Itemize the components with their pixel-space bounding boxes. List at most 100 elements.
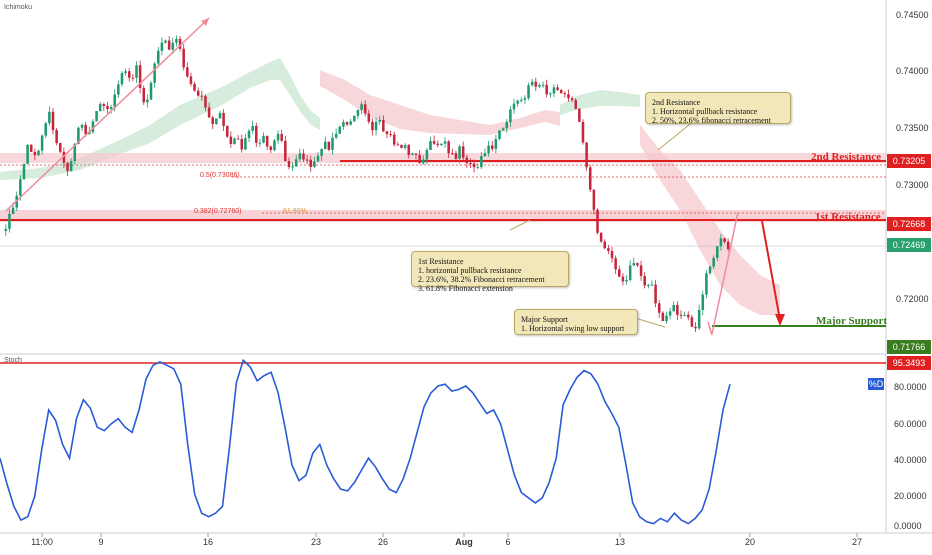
- candle-body: [26, 144, 29, 164]
- candle-body: [175, 38, 178, 43]
- candle-body: [69, 161, 73, 172]
- candle-body: [454, 153, 458, 159]
- candle-body: [654, 284, 657, 304]
- candle-body: [632, 263, 636, 266]
- candle-body: [146, 99, 149, 103]
- candle-body: [392, 134, 396, 145]
- candle-body: [490, 145, 494, 149]
- stoch-tick-label: 80.0000: [894, 382, 927, 392]
- candle-body: [124, 71, 127, 74]
- time-tick-label: 16: [202, 537, 213, 547]
- candle-body: [396, 144, 400, 146]
- stoch-d-line: [0, 358, 731, 525]
- candle-body: [4, 228, 8, 231]
- candle-body: [280, 133, 283, 141]
- axis-ticks: [41, 533, 858, 537]
- note-pointer-first: [509, 219, 531, 231]
- candle-body: [95, 111, 98, 122]
- candle-body: [309, 159, 313, 167]
- candle-body: [628, 265, 632, 280]
- stoch-legend-badge[interactable]: %D: [868, 378, 884, 390]
- stoch-axis[interactable]: 80.0000 60.0000 40.0000 20.0000 0.0000: [888, 355, 932, 533]
- candle-body: [432, 141, 436, 144]
- candle-body: [287, 161, 291, 168]
- candle-body: [37, 150, 40, 156]
- note-major-support: Major Support 1. Horizontal swing low su…: [514, 309, 638, 335]
- stoch-tick-label: 40.0000: [894, 455, 927, 465]
- fib-50-label: 0.5(0.73086): [200, 172, 240, 179]
- candle-body: [367, 113, 371, 122]
- time-axis[interactable]: 11:00 9 16 23 26 Aug 6 13 20 27: [0, 534, 886, 550]
- candle-body: [636, 263, 639, 266]
- candle-body: [694, 326, 697, 329]
- candle-body: [501, 128, 505, 131]
- candle-body: [131, 77, 135, 79]
- candle-body: [570, 98, 574, 101]
- tag-current-price: 0.72469: [887, 238, 931, 252]
- candle-body: [719, 238, 723, 247]
- candle-body: [607, 248, 610, 252]
- candle-body: [665, 315, 668, 322]
- candle-body: [541, 84, 545, 86]
- candle-body: [29, 144, 33, 152]
- candle-body: [189, 76, 193, 84]
- candle-body: [342, 122, 345, 127]
- candle-body: [186, 67, 189, 77]
- pullback-arrow: [711, 211, 739, 335]
- candle-body: [215, 118, 218, 125]
- candle-body: [418, 154, 421, 164]
- candle-body: [469, 163, 472, 165]
- candle-body: [160, 42, 164, 51]
- candle-body: [353, 115, 356, 122]
- candle-body: [538, 84, 541, 87]
- candle-body: [182, 48, 185, 68]
- candle-body: [476, 167, 479, 169]
- candle-body: [73, 144, 77, 162]
- candle-body: [138, 65, 142, 88]
- candle-body: [58, 143, 62, 152]
- candle-body: [218, 113, 222, 119]
- candle-body: [153, 63, 156, 83]
- note-second-line-2: 2. 50%, 23.6% fibonacci retracement: [652, 116, 771, 125]
- candle-body: [233, 138, 236, 145]
- candle-body: [407, 145, 411, 155]
- candle-body: [22, 163, 26, 180]
- candle-body: [672, 305, 676, 312]
- price-tick-label: 0.72000: [896, 294, 929, 304]
- time-tick-label: Aug: [455, 537, 473, 547]
- candle-body: [389, 134, 392, 136]
- stoch-pane[interactable]: [0, 355, 886, 530]
- drop-arrow: [761, 220, 781, 321]
- price-axis[interactable]: 0.74500 0.74000 0.73500 0.73000 0.72000: [888, 0, 932, 352]
- candle-body: [716, 246, 719, 258]
- candle-body: [305, 159, 309, 161]
- candle-body: [559, 90, 563, 94]
- candle-body: [11, 207, 15, 214]
- candle-body: [480, 156, 483, 168]
- candle-body: [251, 125, 254, 131]
- candle-body: [229, 136, 233, 145]
- candle-body: [291, 166, 294, 168]
- drop-arrow-head: [775, 314, 785, 326]
- time-tick-label: 23: [310, 537, 321, 547]
- time-tick-label: 9: [98, 537, 104, 547]
- candle-body: [578, 108, 581, 122]
- candle-body: [581, 121, 585, 143]
- candle-body: [323, 141, 327, 149]
- candle-body: [193, 83, 196, 91]
- tag-stoch-level: 95.3493: [887, 356, 931, 370]
- candle-body: [302, 153, 305, 160]
- note-second-line-1: 1. Horizontal pullback resistance: [652, 107, 758, 116]
- note-first-line-2: 2. 23.6%, 38.2% Fibonacci retracement: [418, 275, 545, 284]
- candle-body: [647, 284, 650, 286]
- candle-body: [91, 121, 95, 133]
- candle-body: [498, 130, 501, 140]
- candle-body: [294, 159, 298, 167]
- candle-body: [127, 71, 131, 78]
- candle-body: [676, 305, 679, 315]
- candle-body: [157, 50, 160, 64]
- candle-body: [574, 100, 577, 109]
- candle-body: [356, 109, 360, 116]
